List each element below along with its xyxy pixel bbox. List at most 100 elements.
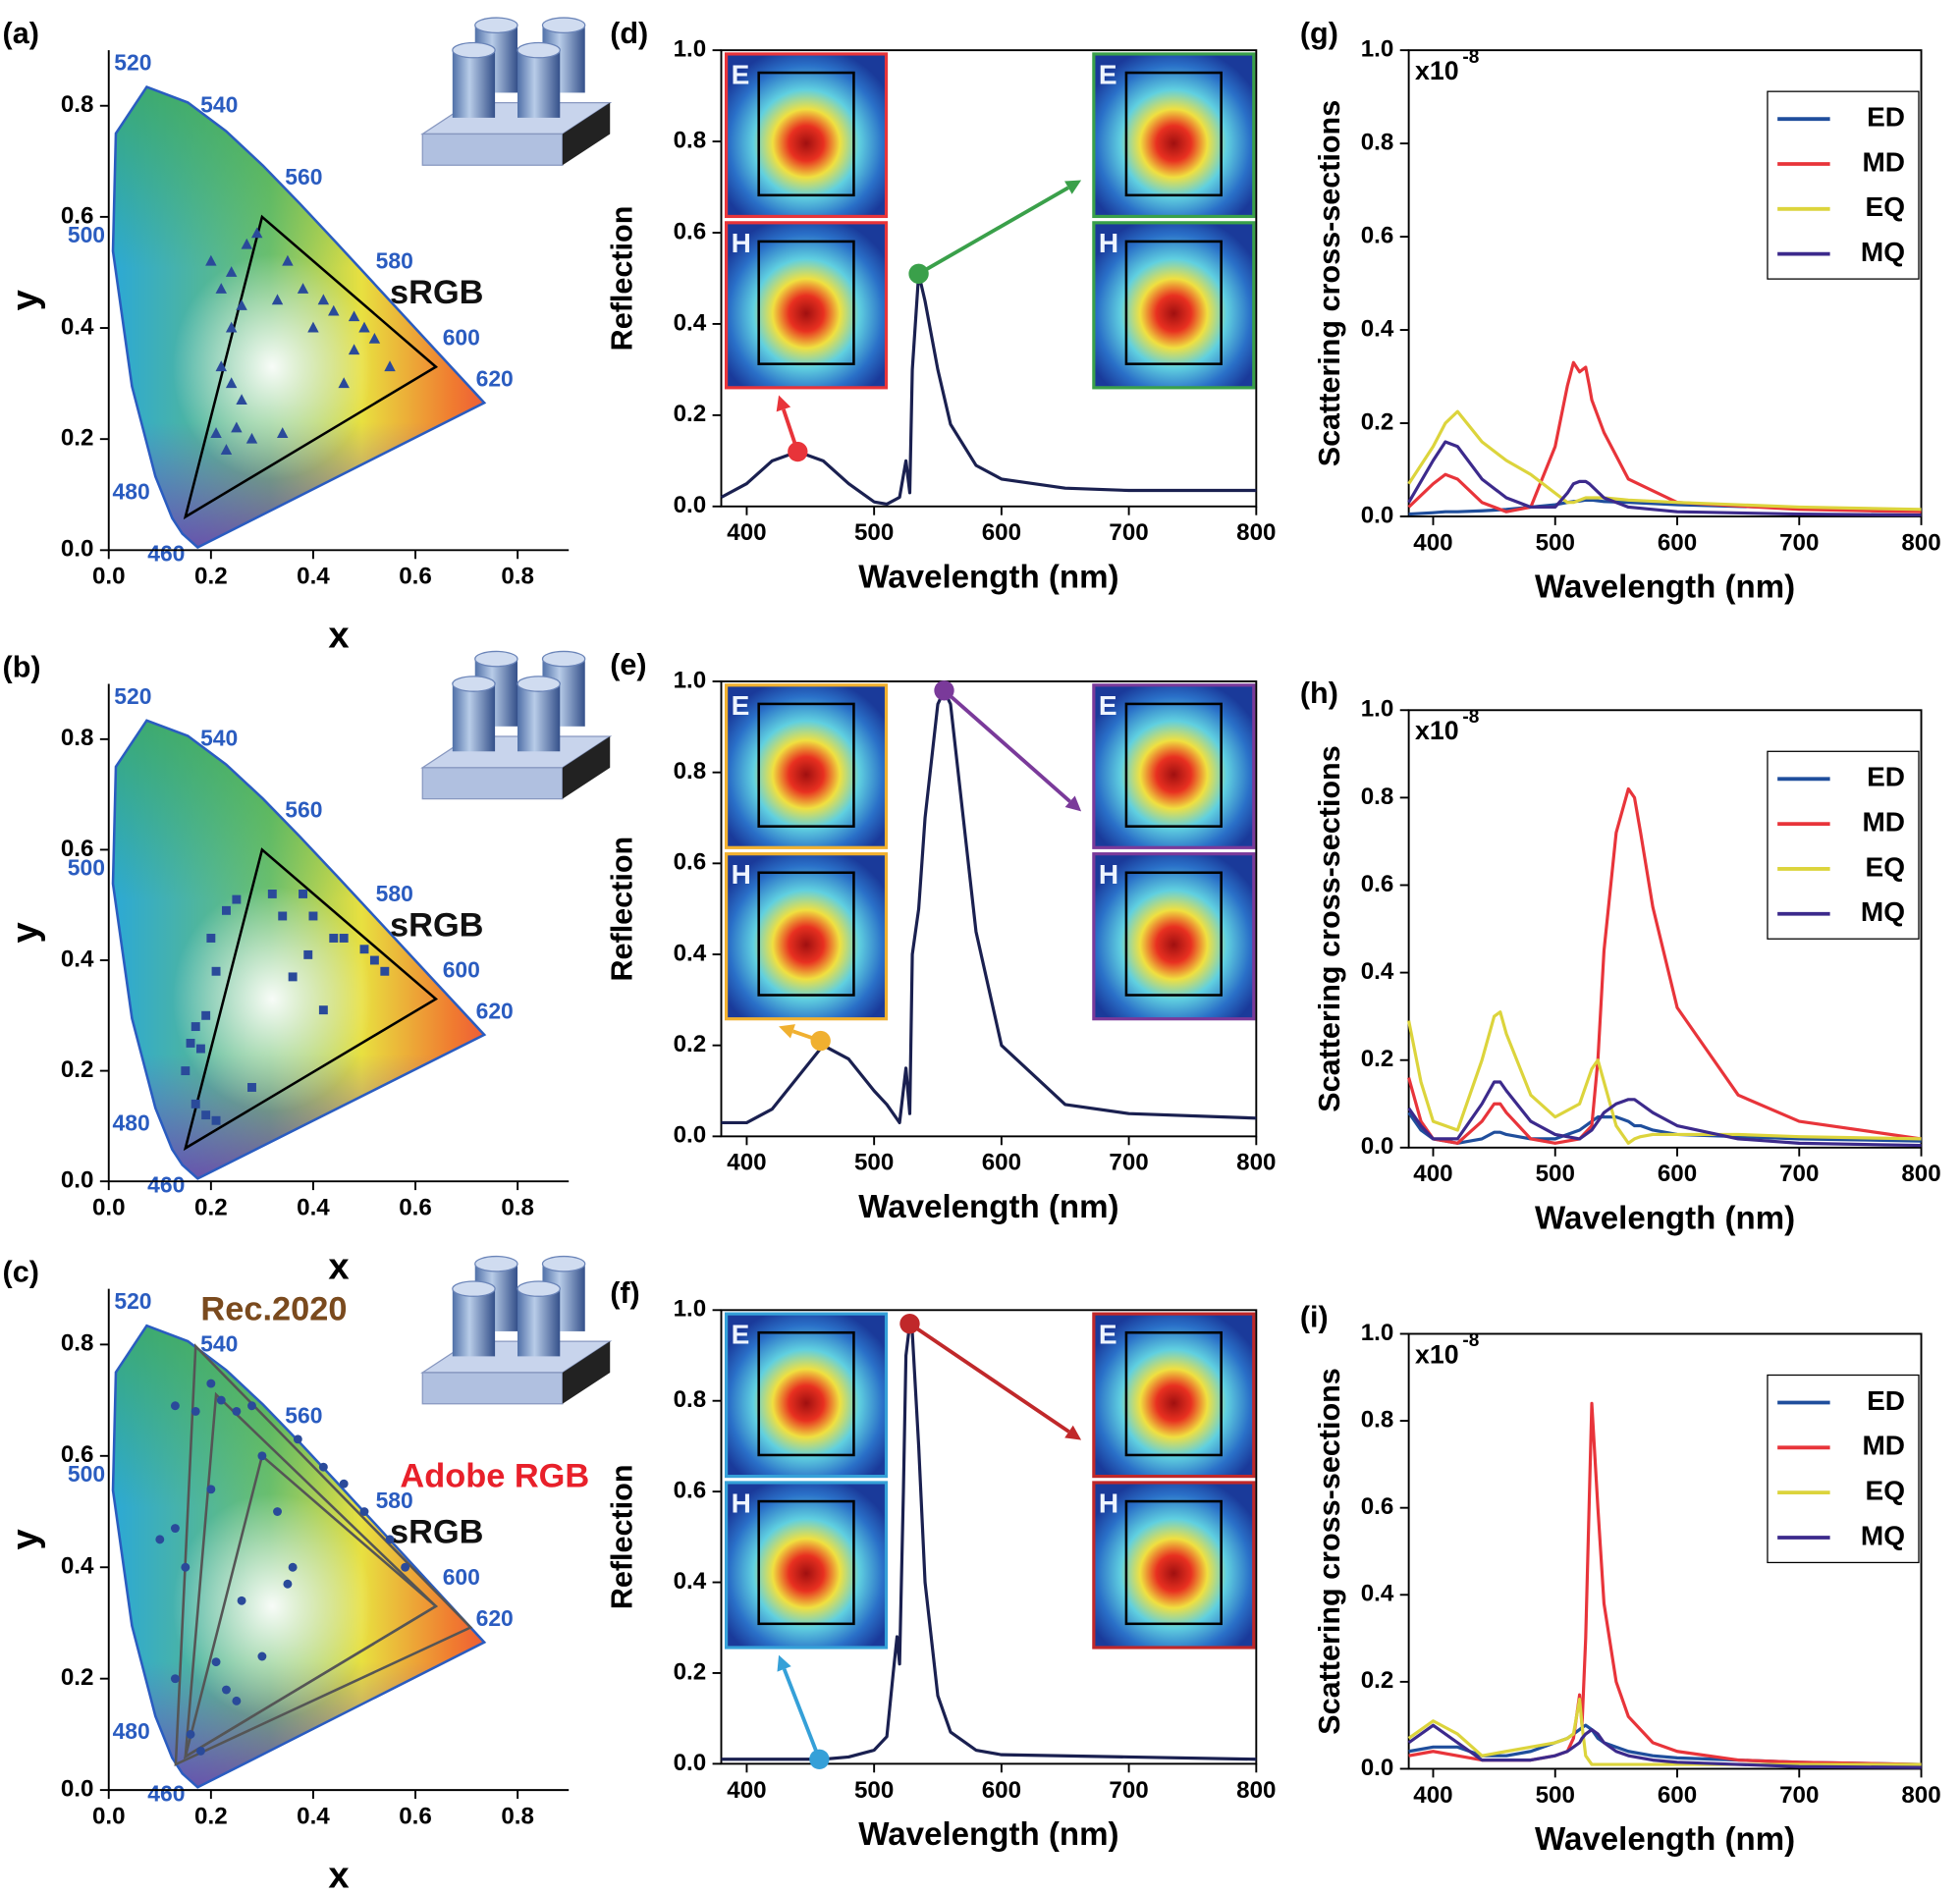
x-axis-label: Wavelength (nm): [858, 1816, 1118, 1853]
y-tick-label: 0.4: [674, 309, 707, 336]
x-tick-label: 0.6: [399, 564, 432, 590]
x-tick-label: 600: [982, 1777, 1021, 1804]
x-tick-label: 400: [727, 1777, 766, 1804]
point: [369, 955, 379, 965]
gamut-triangle: [183, 847, 439, 1152]
arrow-head: [1064, 1425, 1082, 1440]
plot-frame: [720, 680, 1258, 1138]
x-tick-label: 0.0: [92, 1195, 126, 1221]
point: [308, 911, 318, 921]
y-tick-label: 1.0: [1361, 696, 1394, 723]
arrow-head: [779, 1024, 795, 1039]
point: [215, 360, 227, 372]
x-tick-label: 0.6: [399, 1195, 432, 1221]
wavelength-label: 520: [114, 50, 151, 76]
gamut-label: sRGB: [390, 274, 483, 311]
x-tick-label: 500: [854, 519, 894, 546]
point: [205, 254, 217, 266]
point: [216, 1395, 226, 1405]
y-tick-label: 0.6: [674, 1478, 707, 1504]
y-tick-label: 0.8: [1361, 130, 1394, 156]
panel-label: (c): [3, 1255, 39, 1288]
y-tick-label: 0.6: [674, 218, 707, 244]
y-tick-label: 0.2: [61, 1056, 94, 1083]
y-tick-label: 0.6: [61, 836, 94, 862]
y-tick-label: 0.6: [1361, 222, 1394, 248]
plot-frame: [720, 1309, 1258, 1765]
multiplier-exponent: -8: [1462, 47, 1479, 68]
y-tick-label: 0.2: [674, 1658, 707, 1685]
point: [195, 1044, 205, 1054]
data-line: [1408, 1723, 1922, 1766]
x-tick-label: 0.2: [194, 1804, 228, 1830]
point: [299, 890, 307, 898]
point: [245, 432, 258, 444]
legend-label: ED: [1867, 1385, 1905, 1416]
point: [191, 1022, 200, 1032]
legend-label: ED: [1867, 762, 1905, 792]
pillar-outline: [757, 871, 855, 997]
x-axis-label: x: [328, 1245, 349, 1287]
legend-label: EQ: [1866, 1476, 1905, 1506]
point: [206, 1379, 216, 1388]
point: [247, 1083, 256, 1092]
point: [329, 934, 339, 943]
pillar-outline: [757, 240, 855, 365]
point: [241, 238, 253, 249]
arrow-head: [777, 1654, 791, 1672]
data-line: [1407, 360, 1922, 514]
x-tick-label: 600: [1658, 529, 1697, 556]
y-tick-label: 0.8: [674, 758, 707, 785]
x-tick-label: 800: [1236, 1150, 1276, 1176]
data-line: [1407, 1698, 1922, 1766]
point: [318, 1005, 328, 1015]
x-tick-label: 0.4: [297, 564, 330, 590]
point: [211, 966, 221, 976]
field-map: [724, 852, 889, 1021]
y-axis-label: Scattering cross-sections: [1313, 745, 1346, 1111]
x-axis-label: Wavelength (nm): [1535, 569, 1795, 606]
data-line: [1407, 409, 1922, 512]
point: [293, 1434, 302, 1444]
x-tick-label: 700: [1109, 519, 1148, 546]
marker: [934, 680, 954, 701]
pillar-icon: [421, 650, 611, 800]
y-tick-label: 0.4: [1361, 1581, 1394, 1607]
x-tick-label: 400: [1413, 529, 1452, 556]
x-axis-label: x: [328, 1854, 349, 1894]
wavelength-label: 520: [114, 1288, 151, 1314]
gamut-label: sRGB: [390, 906, 483, 944]
x-tick-label: 600: [982, 1150, 1021, 1176]
x-axis-label: Wavelength (nm): [1535, 1200, 1795, 1236]
legend-label: ED: [1867, 102, 1905, 133]
y-tick-label: 0.2: [674, 401, 707, 427]
point: [195, 1746, 205, 1756]
legend-label: MQ: [1861, 1520, 1905, 1550]
field-label: H: [1099, 228, 1118, 258]
legend-label: MD: [1862, 807, 1905, 838]
x-tick-label: 700: [1779, 1782, 1819, 1809]
y-axis-label: Reflection: [605, 1465, 638, 1610]
x-tick-label: 700: [1779, 529, 1819, 556]
data-line: [1407, 1080, 1922, 1148]
field-label: E: [732, 1319, 750, 1349]
y-tick-label: 0.8: [674, 127, 707, 153]
point: [186, 1038, 195, 1048]
point: [359, 945, 369, 954]
point: [288, 972, 298, 982]
y-axis-label: Scattering cross-sections: [1313, 100, 1346, 466]
arrow-shaft: [782, 1668, 822, 1760]
marker: [788, 441, 808, 462]
y-tick-label: 0.6: [61, 1441, 94, 1468]
y-tick-label: 0.0: [674, 492, 707, 518]
field-label: E: [1099, 690, 1117, 721]
y-tick-label: 0.0: [1361, 502, 1394, 528]
gamut-label: sRGB: [390, 1513, 483, 1550]
point: [181, 1066, 191, 1076]
panel-label: (a): [3, 17, 39, 50]
wavelength-label: 480: [113, 478, 150, 504]
point: [247, 1401, 256, 1411]
legend-box: [1767, 750, 1920, 940]
point: [339, 1479, 349, 1488]
